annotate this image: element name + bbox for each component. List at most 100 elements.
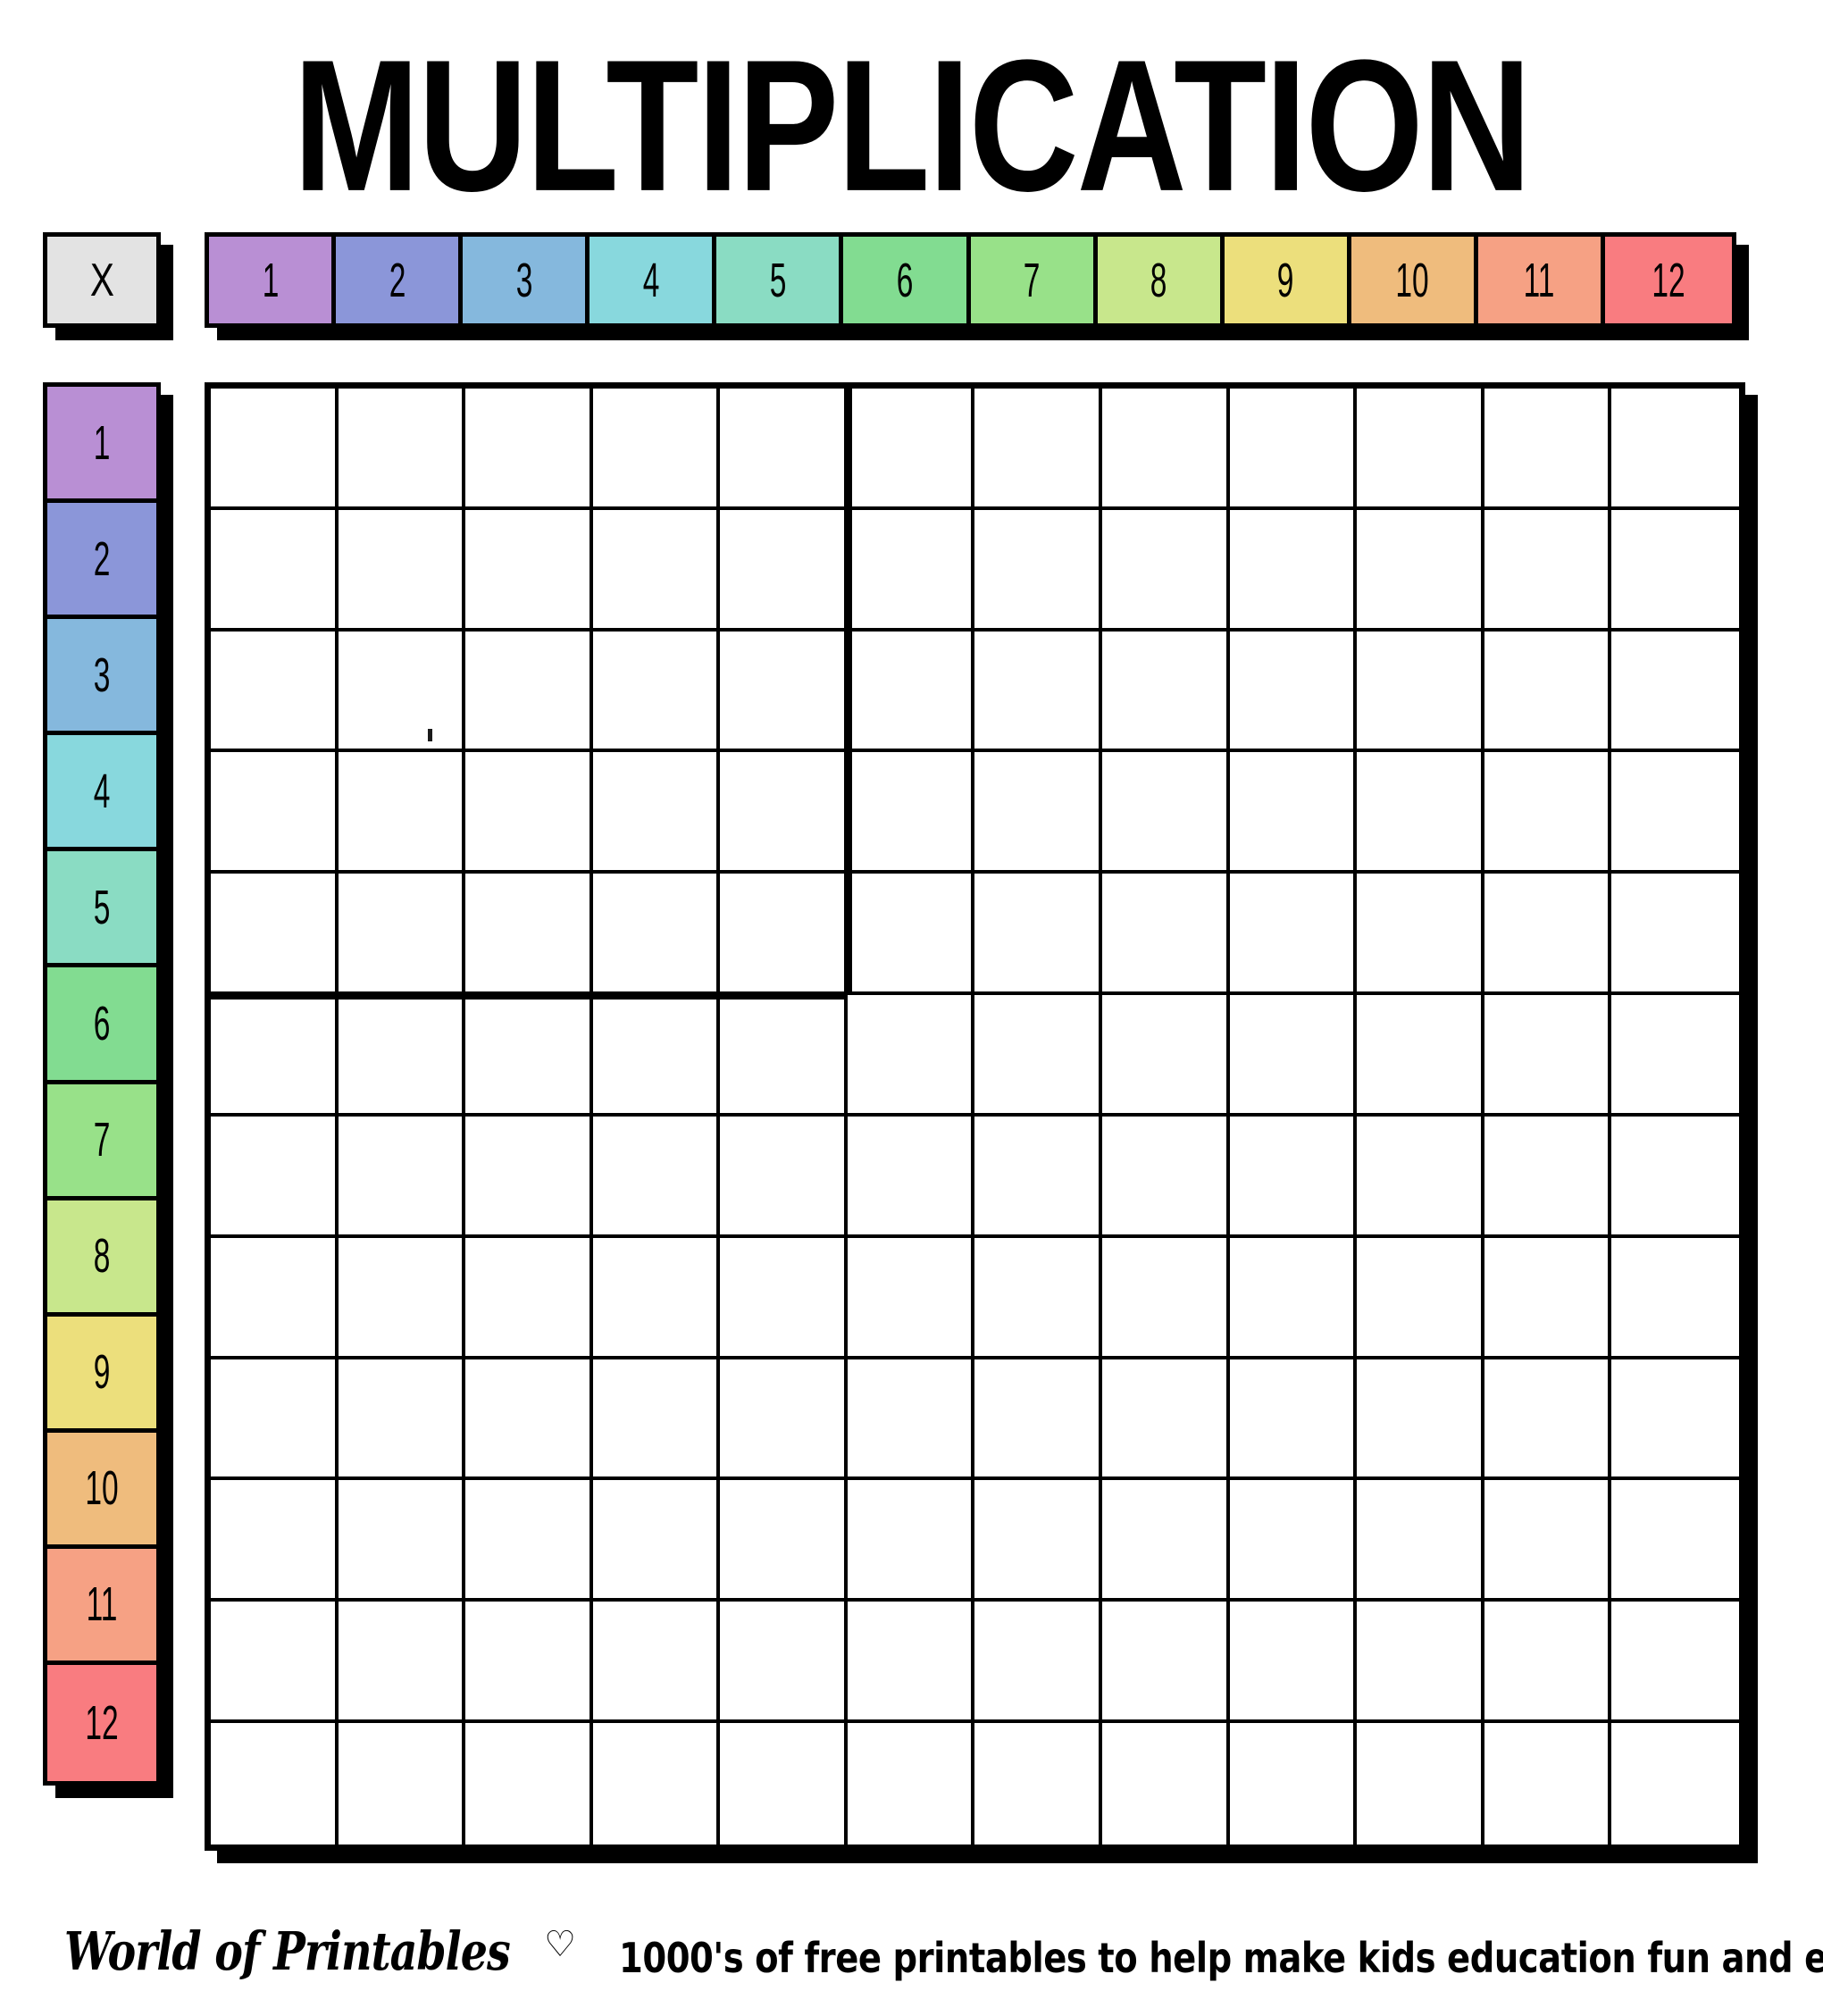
answer-cell[interactable] bbox=[1611, 389, 1739, 510]
answer-cell[interactable] bbox=[1611, 752, 1739, 874]
answer-cell[interactable] bbox=[1229, 752, 1358, 874]
answer-cell[interactable] bbox=[338, 1602, 466, 1724]
answer-cell[interactable] bbox=[211, 874, 339, 996]
answer-cell[interactable] bbox=[1357, 752, 1484, 874]
answer-cell[interactable] bbox=[720, 631, 848, 753]
answer-cell[interactable] bbox=[1102, 1602, 1230, 1724]
answer-cell[interactable] bbox=[720, 874, 848, 996]
answer-cell[interactable] bbox=[847, 995, 975, 1117]
answer-cell[interactable] bbox=[974, 1480, 1103, 1602]
answer-cell[interactable] bbox=[1611, 995, 1739, 1117]
answer-cell[interactable] bbox=[1102, 1480, 1230, 1602]
answer-cell[interactable] bbox=[1484, 752, 1612, 874]
answer-cell[interactable] bbox=[1484, 1237, 1612, 1359]
answer-cell[interactable] bbox=[338, 631, 466, 753]
answer-cell[interactable] bbox=[1611, 1723, 1739, 1845]
answer-cell[interactable] bbox=[1611, 510, 1739, 632]
answer-cell[interactable] bbox=[1484, 995, 1612, 1117]
answer-cell[interactable] bbox=[847, 1480, 975, 1602]
answer-cell[interactable] bbox=[465, 752, 593, 874]
answer-cell[interactable] bbox=[1357, 1359, 1484, 1481]
answer-cell[interactable] bbox=[974, 1359, 1103, 1481]
answer-cell[interactable] bbox=[592, 1237, 721, 1359]
answer-cell[interactable] bbox=[1230, 1723, 1358, 1845]
answer-cell[interactable] bbox=[1611, 632, 1739, 753]
answer-cell[interactable] bbox=[720, 1116, 848, 1238]
answer-cell[interactable] bbox=[338, 1480, 466, 1602]
answer-cell[interactable] bbox=[1484, 509, 1612, 632]
answer-cell[interactable] bbox=[1102, 1723, 1230, 1845]
answer-cell[interactable] bbox=[1229, 995, 1358, 1117]
answer-cell[interactable] bbox=[338, 1359, 466, 1481]
answer-cell[interactable] bbox=[211, 1359, 339, 1481]
answer-cell[interactable] bbox=[211, 1602, 339, 1724]
answer-cell[interactable] bbox=[1229, 1359, 1358, 1481]
answer-cell[interactable] bbox=[1484, 389, 1612, 510]
answer-cell[interactable] bbox=[1357, 874, 1484, 996]
answer-cell[interactable] bbox=[974, 1602, 1103, 1724]
answer-cell[interactable] bbox=[592, 1480, 721, 1602]
answer-cell[interactable] bbox=[974, 509, 1103, 632]
answer-cell[interactable] bbox=[974, 1116, 1103, 1238]
answer-cell[interactable] bbox=[720, 1602, 848, 1724]
answer-cell[interactable] bbox=[1229, 874, 1358, 996]
answer-cell[interactable] bbox=[974, 1237, 1103, 1359]
answer-cell[interactable] bbox=[1357, 1602, 1484, 1724]
answer-cell[interactable] bbox=[592, 752, 721, 874]
answer-cell[interactable] bbox=[211, 389, 339, 510]
answer-cell[interactable] bbox=[974, 389, 1103, 510]
answer-cell[interactable] bbox=[1102, 752, 1230, 874]
answer-cell[interactable] bbox=[592, 1116, 721, 1238]
answer-cell[interactable] bbox=[974, 874, 1103, 996]
answer-cell[interactable] bbox=[1484, 1116, 1612, 1238]
answer-cell[interactable] bbox=[720, 995, 848, 1117]
answer-cell[interactable] bbox=[592, 509, 721, 632]
answer-cell[interactable] bbox=[1611, 874, 1739, 996]
answer-cell[interactable] bbox=[1357, 1237, 1484, 1359]
answer-cell[interactable] bbox=[720, 1359, 848, 1481]
answer-cell[interactable] bbox=[465, 631, 593, 753]
answer-cell[interactable] bbox=[720, 752, 848, 874]
answer-cell[interactable] bbox=[338, 752, 466, 874]
answer-cell[interactable] bbox=[1357, 631, 1484, 753]
answer-cell[interactable] bbox=[1484, 874, 1612, 996]
answer-cell[interactable] bbox=[338, 1237, 466, 1359]
answer-cell[interactable] bbox=[1484, 1602, 1612, 1724]
answer-cell[interactable] bbox=[211, 995, 339, 1117]
answer-cell[interactable] bbox=[1229, 1237, 1358, 1359]
answer-cell[interactable] bbox=[465, 509, 593, 632]
answer-cell[interactable] bbox=[847, 1359, 975, 1481]
answer-cell[interactable] bbox=[211, 1480, 339, 1602]
answer-cell[interactable] bbox=[847, 1602, 975, 1724]
answer-cell[interactable] bbox=[465, 874, 593, 996]
answer-cell[interactable] bbox=[847, 1237, 975, 1359]
answer-cell[interactable] bbox=[465, 1480, 593, 1602]
answer-cell[interactable] bbox=[592, 995, 721, 1117]
answer-cell[interactable] bbox=[465, 389, 593, 510]
answer-cell[interactable] bbox=[1357, 389, 1484, 510]
answer-cell[interactable] bbox=[465, 1237, 593, 1359]
answer-cell[interactable] bbox=[338, 509, 466, 632]
answer-cell[interactable] bbox=[720, 1480, 848, 1602]
answer-cell[interactable] bbox=[1102, 1237, 1230, 1359]
answer-cell[interactable] bbox=[974, 995, 1103, 1117]
answer-cell[interactable] bbox=[1357, 1480, 1484, 1602]
answer-cell[interactable] bbox=[1611, 1117, 1739, 1238]
multiplication-answer-grid[interactable] bbox=[205, 382, 1745, 1851]
answer-cell[interactable] bbox=[338, 389, 466, 510]
answer-cell[interactable] bbox=[974, 1723, 1103, 1845]
answer-cell[interactable] bbox=[211, 1237, 339, 1359]
answer-cell[interactable] bbox=[592, 874, 721, 996]
answer-cell[interactable] bbox=[1102, 995, 1230, 1117]
answer-cell[interactable] bbox=[720, 389, 848, 510]
answer-cell[interactable] bbox=[1229, 1602, 1358, 1724]
answer-cell[interactable] bbox=[1484, 1480, 1612, 1602]
answer-cell[interactable] bbox=[465, 995, 593, 1117]
answer-cell[interactable] bbox=[1229, 1116, 1358, 1238]
answer-cell[interactable] bbox=[1611, 1359, 1739, 1481]
answer-cell[interactable] bbox=[338, 874, 466, 996]
answer-cell[interactable] bbox=[1611, 1602, 1739, 1724]
answer-cell[interactable] bbox=[1484, 1723, 1612, 1845]
answer-cell[interactable] bbox=[847, 389, 975, 510]
answer-cell[interactable] bbox=[465, 1723, 593, 1845]
